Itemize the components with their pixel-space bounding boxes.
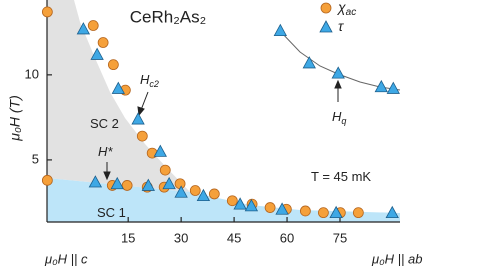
annotation-text: SC 2 — [90, 116, 119, 131]
chart-title: CeRh₂As₂ — [130, 7, 207, 26]
data-point — [275, 202, 289, 215]
x-end-label: μ₀H || ab — [371, 251, 422, 266]
data-point — [233, 197, 247, 210]
data-point — [302, 56, 316, 69]
legend-sub: ac — [346, 7, 357, 18]
legend-name: τ — [338, 18, 344, 34]
x-tick-label: 60 — [280, 230, 294, 245]
data-point — [131, 112, 145, 125]
legend-label: χac — [336, 0, 356, 18]
annotation-text: H — [332, 109, 342, 124]
data-point — [385, 205, 399, 219]
annotation: T = 45 mK — [311, 169, 371, 184]
x-tick-label: 45 — [227, 230, 241, 245]
y-tick-label: 5 — [32, 151, 39, 166]
data-point — [208, 188, 220, 200]
legend-marker — [319, 20, 333, 33]
annotation-sub: c2 — [149, 79, 159, 89]
data-point — [196, 188, 211, 202]
data-point — [273, 23, 288, 37]
annotation: SC 2 — [90, 116, 119, 131]
data-point — [189, 185, 201, 196]
y-axis-title: μ₀H (T) — [7, 95, 23, 141]
arrow — [140, 91, 149, 111]
data-point — [299, 205, 311, 217]
data-point — [90, 47, 104, 60]
data-point — [87, 20, 99, 31]
x-tick-label: 75 — [333, 230, 347, 245]
hq-guide — [279, 30, 401, 91]
annotation-text: H* — [98, 144, 113, 159]
legend-marker — [320, 2, 332, 14]
annotation: Hq — [332, 109, 346, 126]
x-end-label: μ₀H || c — [44, 251, 88, 266]
data-point — [41, 6, 53, 18]
data-point — [159, 164, 171, 176]
data-point — [121, 180, 133, 191]
sc2-region — [47, 0, 190, 192]
annotation-text: H — [140, 72, 150, 87]
arrows — [103, 79, 342, 181]
data-point — [352, 207, 364, 219]
arrow-head — [137, 106, 145, 117]
legend-name: χ — [336, 0, 346, 15]
data-point — [174, 178, 186, 190]
data-point — [174, 185, 188, 198]
data-point — [317, 207, 329, 219]
arrow-head — [334, 79, 342, 89]
annotation-text: SC 1 — [97, 205, 126, 220]
x-tick-label: 15 — [121, 230, 135, 245]
data-point — [153, 144, 167, 157]
annotation-sub: q — [341, 116, 346, 126]
sc1-region — [47, 178, 400, 222]
data-point — [88, 175, 103, 188]
annotation-text: T = 45 mK — [311, 169, 371, 184]
data-point — [136, 130, 148, 142]
y-tick-label: 10 — [25, 66, 39, 81]
data-point — [97, 37, 109, 48]
data-point — [331, 66, 345, 79]
data-point — [76, 22, 91, 35]
data-point — [111, 81, 125, 94]
legend-label: τ — [338, 18, 344, 34]
data-point — [264, 202, 276, 213]
arrow-head — [103, 171, 111, 181]
data-point — [386, 81, 400, 94]
annotation: SC 1 — [97, 205, 126, 220]
data-point — [374, 79, 388, 93]
x-tick-label: 30 — [174, 230, 188, 245]
data-point — [41, 174, 53, 186]
data-point — [110, 176, 124, 190]
data-point — [162, 176, 176, 190]
data-point — [226, 195, 238, 207]
data-point — [107, 59, 119, 71]
data-point — [329, 205, 343, 219]
data-point — [141, 178, 155, 191]
data-point — [244, 199, 259, 212]
annotation: Hc2 — [140, 72, 159, 89]
annotation: H* — [98, 144, 113, 159]
